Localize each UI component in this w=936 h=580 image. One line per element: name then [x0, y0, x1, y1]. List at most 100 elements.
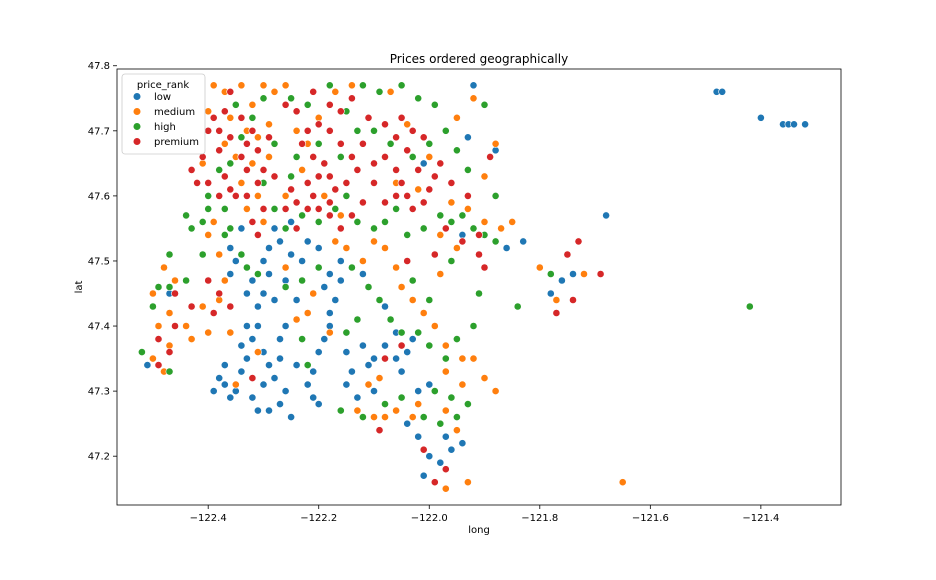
point-medium-21: [215, 250, 224, 259]
point-medium-50: [458, 354, 467, 363]
point-medium-71: [463, 204, 472, 213]
point-low-0: [215, 374, 224, 382]
point-premium-20: [281, 204, 290, 213]
point-medium-102: [253, 348, 262, 356]
point-medium-33: [148, 289, 157, 298]
point-premium-17: [248, 217, 257, 226]
point-medium-70: [480, 217, 489, 226]
point-premium-12: [237, 152, 246, 161]
point-premium-79: [220, 172, 229, 181]
point-medium-81: [552, 296, 561, 304]
point-medium-35: [171, 276, 179, 285]
point-medium-27: [182, 322, 190, 330]
point-low-45: [320, 283, 329, 291]
point-medium-15: [237, 178, 246, 187]
point-medium-64: [441, 406, 450, 415]
x-tick-label: −122.2: [300, 513, 337, 524]
x-tick-label: −121.8: [521, 513, 558, 524]
point-premium-39: [314, 204, 323, 213]
point-low-100: [358, 270, 367, 278]
legend-label-medium: medium: [154, 107, 195, 118]
point-premium-41: [336, 224, 345, 233]
point-medium-9: [253, 133, 262, 142]
point-low-41: [320, 335, 329, 343]
point-medium-76: [469, 94, 478, 103]
point-low-82: [558, 276, 566, 285]
point-low-5: [248, 335, 257, 343]
point-high-98: [452, 146, 461, 155]
point-high-61: [414, 328, 423, 337]
y-axis: 47.2 47.3 47.4 47.5 47.6 47.7 47.8: [88, 61, 117, 463]
point-high-55: [314, 263, 323, 272]
point-medium-56: [375, 374, 384, 382]
point-medium-4: [259, 81, 268, 90]
point-high-43: [491, 237, 500, 246]
point-low-58: [364, 361, 373, 369]
point-high-35: [392, 204, 400, 213]
point-premium-52: [408, 204, 417, 213]
point-low-101: [292, 361, 301, 369]
point-low-49: [342, 348, 351, 356]
point-premium-84: [475, 250, 483, 259]
point-premium-40: [325, 211, 334, 220]
point-premium-18: [253, 230, 262, 239]
point-low-9: [265, 270, 273, 278]
point-premium-106: [552, 309, 561, 317]
point-high-23: [292, 152, 301, 161]
point-medium-77: [480, 172, 489, 181]
point-medium-24: [198, 302, 207, 311]
point-low-32: [276, 354, 284, 363]
point-premium-43: [358, 198, 367, 207]
point-low-11: [265, 244, 273, 252]
point-premium-26: [314, 172, 323, 181]
point-high-50: [237, 250, 246, 259]
point-premium-14: [215, 146, 224, 155]
x-tick-label: −121.4: [742, 513, 779, 524]
point-low-70: [447, 445, 456, 454]
legend: price_rank low medium high premium: [121, 73, 206, 155]
point-high-16: [425, 139, 434, 148]
point-premium-66: [325, 100, 334, 109]
point-high-12: [397, 81, 406, 90]
point-low-3: [237, 367, 246, 376]
point-medium-85: [414, 185, 423, 194]
point-premium-76: [193, 178, 201, 187]
point-medium-62: [408, 413, 417, 421]
points-layer: [137, 81, 809, 493]
point-low-38: [314, 400, 323, 408]
point-low-67: [425, 452, 434, 461]
point-high-44: [204, 204, 213, 213]
y-axis-label: lat: [74, 281, 85, 294]
point-premium-114: [248, 374, 257, 382]
point-low-54: [397, 367, 406, 376]
point-low-64: [425, 380, 434, 389]
point-medium-17: [242, 204, 251, 213]
point-high-85: [165, 367, 174, 376]
point-low-55: [403, 348, 412, 356]
point-medium-54: [458, 380, 467, 389]
point-high-76: [358, 413, 367, 421]
point-low-30: [287, 413, 295, 421]
legend-box: [121, 73, 206, 155]
point-low-42: [325, 322, 334, 330]
point-low-31: [281, 387, 290, 395]
point-premium-38: [325, 172, 334, 181]
point-low-104: [270, 296, 279, 304]
point-high-28: [298, 211, 306, 220]
point-premium-107: [563, 250, 572, 259]
point-high-27: [281, 224, 290, 233]
point-low-59: [347, 367, 356, 376]
point-medium-18: [259, 217, 268, 226]
point-high-83: [154, 283, 163, 291]
point-high-70: [463, 400, 472, 408]
point-premium-16: [242, 191, 251, 200]
point-low-99: [381, 302, 389, 311]
point-medium-97: [292, 126, 301, 135]
series-low: [143, 81, 809, 480]
y-tick-label: 47.2: [88, 452, 110, 463]
point-medium-46: [408, 296, 417, 304]
point-low-62: [370, 387, 378, 395]
plot-frame: [116, 68, 842, 506]
point-medium-16: [253, 191, 262, 200]
point-high-15: [441, 126, 450, 135]
